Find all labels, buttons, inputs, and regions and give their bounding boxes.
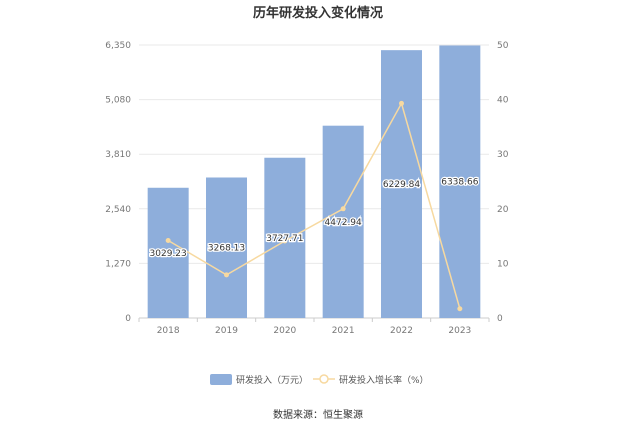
bar-value-label: 3029.23 xyxy=(150,249,187,259)
line-series xyxy=(165,100,463,312)
growth-point xyxy=(457,306,463,312)
legend: 研发投入（万元） 研发投入增长率（%） xyxy=(210,374,429,386)
chart-title: 历年研发投入变化情况 xyxy=(253,5,383,21)
growth-point xyxy=(224,272,229,278)
y-left-tick-label: 0 xyxy=(125,314,131,324)
growth-point xyxy=(399,100,404,106)
legend-bar-label: 研发投入（万元） xyxy=(236,374,308,386)
y-left-tick-label: 2,540 xyxy=(105,205,131,215)
x-tick-label: 2019 xyxy=(215,326,238,336)
legend-line-marker xyxy=(319,374,329,384)
x-tick-label: 2023 xyxy=(448,326,471,336)
bar xyxy=(147,187,189,318)
bar-value-label: 4472.94 xyxy=(325,218,362,228)
bar xyxy=(264,157,306,318)
y-right-tick-label: 30 xyxy=(497,150,509,160)
y-axis-right: 0 10 20 30 40 50 xyxy=(497,41,509,324)
grid-lines xyxy=(139,44,489,319)
x-tick-label: 2022 xyxy=(390,326,413,336)
legend-line-label: 研发投入增长率（%） xyxy=(339,374,429,386)
bar xyxy=(381,50,422,319)
x-tick-label: 2018 xyxy=(157,326,180,336)
x-axis: 2018 2019 2020 2021 2022 2023 xyxy=(138,318,490,336)
growth-point xyxy=(165,237,171,243)
bar xyxy=(322,125,364,319)
y-left-tick-label: 1,270 xyxy=(105,259,131,269)
y-right-tick-label: 40 xyxy=(497,96,509,106)
bar-series xyxy=(147,45,481,319)
y-right-tick-label: 0 xyxy=(497,314,503,324)
y-left-tick-label: 5,080 xyxy=(105,96,131,106)
growth-line xyxy=(167,101,461,309)
y-left-tick-label: 6,350 xyxy=(105,41,131,51)
y-right-tick-label: 50 xyxy=(497,41,509,51)
growth-point xyxy=(340,206,346,212)
bar-value-label: 6229.84 xyxy=(383,180,420,190)
source-note: 数据来源：恒生聚源 xyxy=(273,408,363,421)
bar-value-label: 3727.71 xyxy=(266,234,303,244)
bar-labels: 3029.23 3268.13 3727.71 4472.94 6229.84 6338.… xyxy=(148,176,480,260)
legend-bar-swatch xyxy=(210,374,232,385)
x-tick-label: 2021 xyxy=(332,326,355,336)
bar-value-label: 3268.13 xyxy=(208,244,245,254)
bar xyxy=(439,45,481,319)
y-axis-left: 0 1,270 2,540 3,810 5,080 6,350 xyxy=(105,41,131,324)
bar-value-label: 6338.66 xyxy=(441,178,478,188)
y-right-tick-label: 20 xyxy=(497,205,509,215)
bar xyxy=(206,177,247,318)
y-right-tick-label: 10 xyxy=(497,259,509,269)
y-left-tick-label: 3,810 xyxy=(105,150,131,160)
growth-point xyxy=(282,238,288,244)
x-tick-label: 2020 xyxy=(273,326,296,336)
